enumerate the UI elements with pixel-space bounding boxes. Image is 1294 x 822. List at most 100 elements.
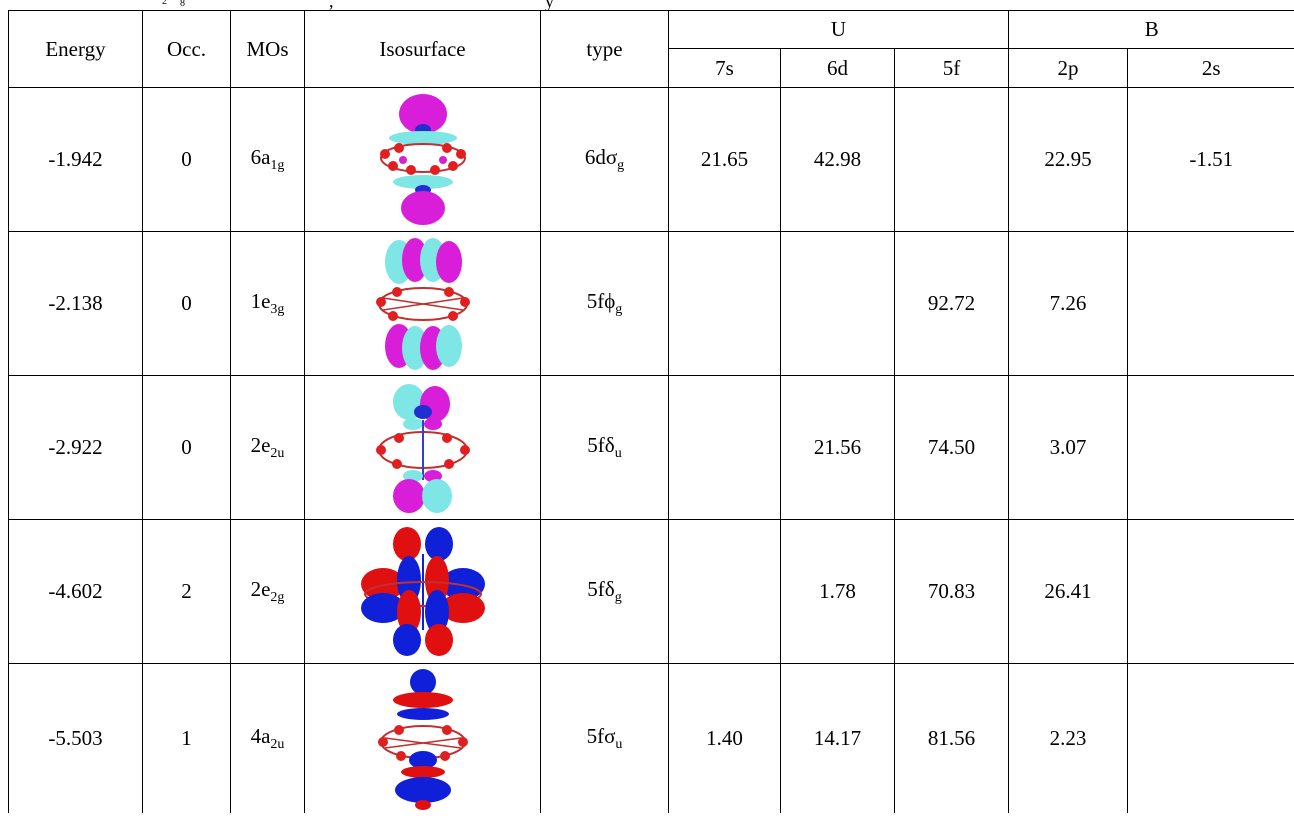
lobe bbox=[424, 589, 449, 634]
lobe bbox=[394, 776, 451, 803]
isosurface-cell bbox=[304, 519, 541, 664]
table-row: -2.922 0 2e2u 5fδu 21.56 bbox=[8, 375, 1294, 520]
lobe bbox=[413, 404, 432, 419]
atom bbox=[395, 750, 406, 761]
atom bbox=[457, 736, 468, 747]
caption-fragment: 8 bbox=[180, 0, 185, 9]
header-group-u: U bbox=[668, 10, 1009, 49]
molecular-orbital-table: Energy Occ. MOs Isosurface type U B 7s 6… bbox=[8, 10, 1294, 813]
lobe bbox=[401, 325, 428, 370]
isosurface-2e2u-image bbox=[375, 383, 470, 513]
lobe bbox=[402, 469, 423, 482]
atom bbox=[443, 458, 454, 469]
header-type: type bbox=[540, 10, 669, 88]
u-6d-cell: 1.78 bbox=[780, 519, 895, 664]
bond bbox=[384, 736, 461, 749]
mo-label: 2e bbox=[250, 577, 271, 601]
lobe bbox=[360, 592, 405, 623]
mo-label: 2e bbox=[250, 433, 271, 457]
u-7s-cell bbox=[668, 519, 781, 664]
mo-subscript: 2g bbox=[270, 590, 285, 605]
b-2s-cell bbox=[1126, 231, 1294, 376]
isosurface-1e3g-image bbox=[375, 237, 470, 370]
orbital-type: 5fδ bbox=[587, 433, 615, 457]
energy-cell: -1.942 bbox=[8, 87, 143, 232]
atom bbox=[405, 164, 416, 175]
mo-label-cell: 4a2u bbox=[230, 663, 305, 813]
atom bbox=[387, 310, 398, 321]
lobe bbox=[400, 190, 445, 225]
b-2s-cell: -1.51 bbox=[1126, 87, 1294, 232]
lobe bbox=[398, 93, 447, 134]
lobe bbox=[392, 174, 453, 189]
lobe bbox=[421, 478, 452, 513]
header-row-1: Energy Occ. MOs Isosurface type U B bbox=[8, 10, 1294, 88]
header-u-7s: 7s bbox=[668, 48, 781, 88]
atom bbox=[447, 310, 458, 321]
lobe bbox=[396, 589, 421, 634]
isosurface-6a1g-image bbox=[379, 93, 466, 225]
u-6d-cell: 42.98 bbox=[780, 87, 895, 232]
u-7s-cell bbox=[668, 231, 781, 376]
table-row: -4.602 2 2e2g 5fδg 1.78 7 bbox=[8, 519, 1294, 664]
atom bbox=[441, 142, 452, 153]
lobe bbox=[424, 555, 449, 604]
b-2p-cell: 3.07 bbox=[1008, 375, 1128, 520]
atom bbox=[429, 164, 440, 175]
isosurface-cell bbox=[304, 663, 541, 813]
lobe bbox=[423, 469, 442, 482]
u-6d-cell bbox=[780, 231, 895, 376]
header-u-5f: 5f bbox=[894, 48, 1009, 88]
occupancy-cell: 0 bbox=[142, 231, 231, 376]
lobe bbox=[440, 592, 485, 623]
lobe bbox=[402, 417, 423, 430]
b-2p-cell: 22.95 bbox=[1008, 87, 1128, 232]
table-row: -2.138 0 1e3g 5fϕg 92.72 bbox=[8, 231, 1294, 376]
occupancy-cell: 0 bbox=[142, 87, 231, 232]
lobe bbox=[396, 555, 421, 604]
type-cell: 5fϕg bbox=[540, 231, 669, 376]
atom bbox=[443, 286, 454, 297]
atom bbox=[441, 432, 452, 443]
lobe bbox=[392, 691, 453, 708]
mo-label: 6a bbox=[250, 145, 271, 169]
lobe bbox=[423, 417, 442, 430]
caption-strip: 2 8 , y bbox=[0, 0, 1294, 10]
occupancy-cell: 2 bbox=[142, 519, 231, 664]
caption-fragment: 2 bbox=[162, 0, 167, 7]
b-2s-cell bbox=[1126, 519, 1294, 664]
type-cell: 5fδg bbox=[540, 519, 669, 664]
atom bbox=[393, 724, 404, 735]
mo-label: 4a bbox=[250, 724, 271, 748]
bond bbox=[382, 296, 463, 311]
orbital-type: 5fσ bbox=[586, 724, 616, 748]
b-2p-cell: 26.41 bbox=[1008, 519, 1128, 664]
u-5f-cell: 74.50 bbox=[894, 375, 1009, 520]
atom bbox=[439, 750, 450, 761]
atom bbox=[459, 444, 470, 455]
atom bbox=[387, 160, 398, 171]
lobe bbox=[398, 155, 407, 164]
orbital-type: 6dσ bbox=[584, 145, 618, 169]
energy-cell: -5.503 bbox=[8, 663, 143, 813]
header-occ: Occ. bbox=[142, 10, 231, 88]
isosurface-cell bbox=[304, 87, 541, 232]
u-7s-cell: 1.40 bbox=[668, 663, 781, 813]
atom bbox=[393, 432, 404, 443]
isosurface-cell bbox=[304, 231, 541, 376]
header-isosurface: Isosurface bbox=[304, 10, 541, 88]
orbital-type-subscript: g bbox=[615, 302, 623, 317]
atom bbox=[441, 724, 452, 735]
lobe bbox=[379, 142, 466, 173]
atom bbox=[377, 736, 388, 747]
mo-label-cell: 6a1g bbox=[230, 87, 305, 232]
mo-subscript: 1g bbox=[270, 158, 285, 173]
energy-cell: -2.922 bbox=[8, 375, 143, 520]
energy-cell: -4.602 bbox=[8, 519, 143, 664]
isosurface-4a2u-image bbox=[377, 668, 468, 810]
type-cell: 5fδu bbox=[540, 375, 669, 520]
orbital-type: 5fδ bbox=[587, 577, 615, 601]
occupancy-cell: 1 bbox=[142, 663, 231, 813]
mo-label-cell: 2e2u bbox=[230, 375, 305, 520]
lobe bbox=[388, 130, 457, 145]
